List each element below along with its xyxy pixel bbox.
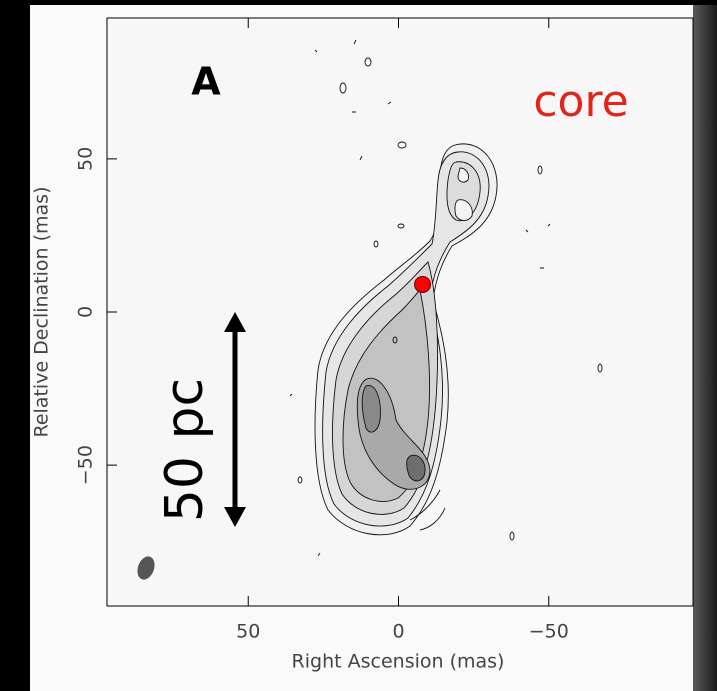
x-axis-label: Right Ascension (mas) bbox=[292, 651, 505, 673]
scale-label: 50 pc bbox=[155, 378, 215, 522]
core-marker bbox=[414, 275, 432, 293]
panel-edge bbox=[693, 5, 717, 691]
x-tick-label: 50 bbox=[236, 621, 260, 643]
y-tick-label: −50 bbox=[75, 445, 97, 485]
x-tick-label: 0 bbox=[392, 621, 404, 643]
beam bbox=[137, 556, 155, 580]
scale-bar bbox=[224, 312, 246, 527]
x-tick-label: −50 bbox=[529, 621, 569, 643]
y-tick-label: 0 bbox=[75, 306, 97, 318]
y-axis-label: Relative Declination (mas) bbox=[31, 187, 53, 438]
panel-label: A bbox=[191, 60, 221, 104]
y-tick-label: 50 bbox=[75, 147, 97, 171]
contour-map bbox=[289, 39, 603, 557]
core-annotation: core bbox=[533, 76, 628, 127]
